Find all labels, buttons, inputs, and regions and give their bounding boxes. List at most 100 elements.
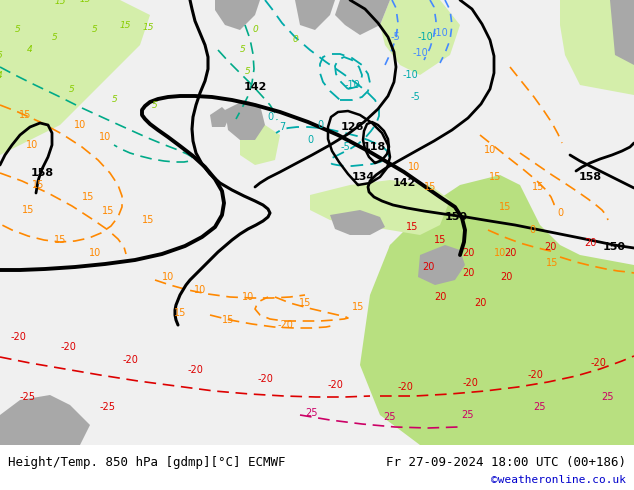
Text: 5: 5 (240, 46, 246, 54)
Text: 15: 15 (299, 298, 311, 308)
Text: 15: 15 (406, 222, 418, 232)
Text: 10: 10 (89, 248, 101, 258)
Polygon shape (330, 210, 385, 235)
Text: 15: 15 (119, 21, 131, 29)
Text: ©weatheronline.co.uk: ©weatheronline.co.uk (491, 475, 626, 485)
Text: 15: 15 (32, 180, 44, 190)
Polygon shape (210, 107, 230, 127)
Polygon shape (225, 100, 265, 140)
Text: 7: 7 (279, 122, 285, 132)
Text: 0: 0 (267, 112, 273, 122)
Text: 10: 10 (162, 272, 174, 282)
Text: 20: 20 (462, 268, 474, 278)
Polygon shape (215, 0, 260, 30)
Text: -5: -5 (340, 142, 350, 152)
Polygon shape (380, 0, 460, 75)
Text: 15: 15 (352, 302, 364, 312)
Text: 15: 15 (546, 258, 558, 268)
Text: -5: -5 (410, 92, 420, 102)
Text: -10: -10 (417, 32, 433, 42)
Text: 15: 15 (499, 202, 511, 212)
Text: -10: -10 (402, 70, 418, 80)
Text: 4: 4 (0, 71, 3, 79)
Text: 25: 25 (534, 402, 547, 412)
Text: 15: 15 (54, 235, 66, 245)
Text: 0: 0 (307, 135, 313, 145)
Polygon shape (0, 395, 90, 445)
Polygon shape (0, 0, 150, 155)
Text: 4: 4 (27, 46, 33, 54)
Text: 158: 158 (578, 172, 602, 182)
Text: 10: 10 (99, 132, 111, 142)
Polygon shape (385, 235, 540, 330)
Text: -20: -20 (257, 374, 273, 384)
Text: 20: 20 (504, 248, 516, 258)
Polygon shape (360, 0, 634, 445)
Text: 10: 10 (194, 285, 206, 295)
Text: -20: -20 (122, 355, 138, 365)
Text: 0: 0 (292, 35, 298, 45)
Text: 126: 126 (340, 122, 364, 132)
Text: 15: 15 (142, 23, 154, 31)
Text: 15: 15 (142, 215, 154, 225)
Text: 15: 15 (19, 110, 31, 120)
Text: 25: 25 (384, 412, 396, 422)
Text: -25: -25 (20, 392, 36, 402)
Text: -25: -25 (100, 402, 116, 412)
Text: 10: 10 (484, 145, 496, 155)
Text: -5: -5 (390, 32, 400, 42)
Text: 15: 15 (102, 206, 114, 216)
Text: 5: 5 (92, 25, 98, 34)
Text: 10: 10 (494, 248, 506, 258)
Text: 5: 5 (0, 50, 3, 59)
Text: 134: 134 (351, 172, 375, 182)
Text: 0: 0 (317, 120, 323, 130)
Text: -20: -20 (397, 382, 413, 392)
Polygon shape (418, 245, 465, 285)
Text: 15: 15 (22, 205, 34, 215)
Polygon shape (295, 0, 335, 30)
Text: 15: 15 (222, 315, 234, 325)
Text: 0: 0 (252, 25, 258, 34)
Text: 15: 15 (174, 308, 186, 318)
Text: 20: 20 (544, 242, 556, 252)
Text: 25: 25 (306, 408, 318, 418)
Text: 20: 20 (434, 292, 446, 302)
Text: 10: 10 (242, 292, 254, 302)
Text: 15: 15 (532, 182, 544, 192)
Text: 10: 10 (74, 120, 86, 130)
Text: 15: 15 (79, 0, 91, 4)
Text: 20: 20 (500, 272, 512, 282)
Text: 25: 25 (602, 392, 614, 402)
Text: 0: 0 (529, 225, 535, 235)
Text: -10: -10 (412, 48, 428, 58)
Text: 158: 158 (30, 168, 53, 178)
Text: 10: 10 (26, 140, 38, 150)
Text: 10: 10 (408, 162, 420, 172)
Text: 20: 20 (462, 248, 474, 258)
Text: 142: 142 (243, 82, 267, 92)
Text: 15: 15 (489, 172, 501, 182)
Text: 20: 20 (422, 262, 434, 272)
Text: 5: 5 (52, 32, 58, 42)
Text: -20: -20 (462, 378, 478, 388)
Text: -20: -20 (327, 380, 343, 390)
Text: 15: 15 (434, 235, 446, 245)
Text: -10: -10 (344, 80, 360, 90)
Text: -20: -20 (277, 320, 293, 330)
Text: -20: -20 (590, 358, 606, 368)
Text: Fr 27-09-2024 18:00 UTC (00+186): Fr 27-09-2024 18:00 UTC (00+186) (386, 456, 626, 468)
Text: -20: -20 (10, 332, 26, 342)
Text: -20: -20 (187, 365, 203, 375)
Text: 5: 5 (69, 85, 75, 95)
Text: 15: 15 (55, 0, 66, 6)
Text: 150: 150 (444, 212, 467, 222)
Text: 0: 0 (557, 208, 563, 218)
Polygon shape (310, 180, 450, 235)
Text: -20: -20 (60, 342, 76, 352)
Text: 142: 142 (392, 178, 416, 188)
Text: 20: 20 (474, 298, 486, 308)
Polygon shape (0, 0, 634, 445)
Polygon shape (610, 0, 634, 65)
Polygon shape (560, 0, 634, 95)
